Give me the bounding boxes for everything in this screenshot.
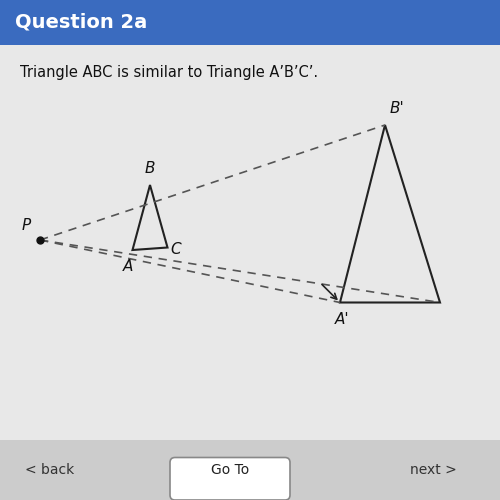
FancyBboxPatch shape: [0, 440, 500, 500]
Text: Question 2a: Question 2a: [15, 13, 147, 32]
Text: A': A': [335, 312, 350, 326]
FancyBboxPatch shape: [170, 458, 290, 500]
Text: < back: < back: [25, 463, 74, 477]
Text: Go To: Go To: [211, 463, 249, 477]
Text: P: P: [22, 218, 31, 232]
Text: B: B: [145, 161, 155, 176]
Text: Triangle ABC is similar to Triangle A’B’C’.: Triangle ABC is similar to Triangle A’B’…: [20, 65, 318, 80]
Text: C: C: [170, 242, 181, 258]
Text: B': B': [390, 101, 404, 116]
Text: A: A: [123, 259, 133, 274]
FancyBboxPatch shape: [0, 0, 500, 45]
Text: next >: next >: [410, 463, 457, 477]
